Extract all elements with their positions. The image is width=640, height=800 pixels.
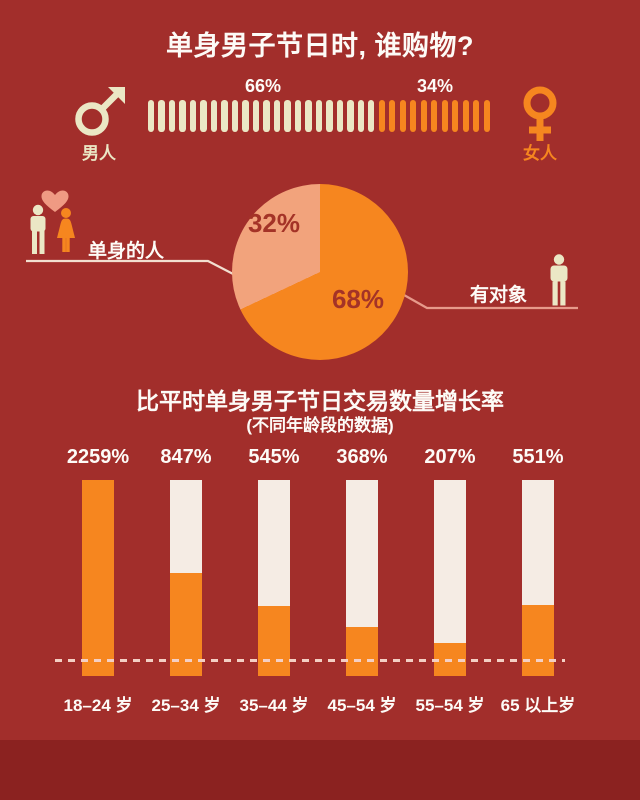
bar-value-label: 847% (160, 446, 212, 468)
page-title: 单身男子节日时, 谁购物? (166, 31, 474, 61)
singles-label: 单身的人 (88, 241, 165, 262)
female-symbol-icon (512, 86, 568, 146)
growth-bar-fill (258, 606, 290, 676)
bar-value-label: 545% (248, 446, 300, 468)
bar-chart-subtitle: (不同年龄段的数据) (246, 416, 394, 435)
tally-segment-women (441, 100, 448, 132)
bar-value-label: 207% (424, 446, 476, 468)
tally-segment-men (231, 100, 239, 132)
tally-segment-men (263, 100, 270, 132)
growth-bar-25–34 岁 (170, 480, 202, 676)
tally-segment-men (148, 100, 155, 132)
tally-segment-women (452, 100, 459, 132)
growth-bar-45–54 岁 (346, 480, 378, 676)
tally-segment-men (284, 100, 291, 132)
tally-segment-men (168, 100, 176, 132)
tally-segment-men (368, 100, 375, 132)
person-icon (546, 254, 572, 306)
bar-value-label: 2259% (66, 446, 130, 468)
partner-label: 有对象 (470, 285, 528, 306)
growth-bar-65 以上岁 (522, 480, 554, 676)
tally-segment-men (305, 100, 312, 132)
men-percent: 66% (244, 76, 282, 96)
couple-heart-icon (26, 186, 84, 260)
pie-value-single: 32% (247, 208, 301, 238)
tally-segment-women (462, 100, 469, 132)
growth-bar-18–24 岁 (82, 480, 114, 676)
tally-segment-men (189, 100, 197, 132)
age-group-label: 18–24 岁 (63, 696, 133, 715)
bar-chart-title: 比平时单身男子节日交易数量增长率 (136, 388, 504, 414)
tally-segment-men (315, 100, 323, 132)
tally-segment-men (347, 100, 354, 132)
tally-segment-men (200, 100, 207, 132)
tally-segment-men (210, 100, 218, 132)
age-group-label: 45–54 岁 (327, 696, 397, 715)
tally-segment-men (252, 100, 260, 132)
growth-bar-fill (82, 480, 114, 676)
pie-chart (232, 184, 408, 360)
male-symbol-icon (70, 84, 128, 142)
tally-segment-women (483, 100, 490, 132)
tally-segment-men (273, 100, 281, 132)
baseline-dashed-line (55, 659, 565, 662)
growth-bar-55–54 岁 (434, 480, 466, 676)
growth-bar-fill (522, 605, 554, 676)
age-group-label: 35–44 岁 (239, 696, 309, 715)
age-group-label: 55–54 岁 (415, 696, 485, 715)
age-group-label: 25–34 岁 (151, 696, 221, 715)
men-label: 男人 (82, 144, 116, 163)
tally-segment-women (431, 100, 438, 132)
tally-segment-women (389, 100, 396, 132)
tally-segment-men (221, 100, 228, 132)
women-label: 女人 (523, 144, 557, 163)
bar-value-label: 551% (512, 446, 564, 468)
tally-segment-women (378, 100, 385, 132)
tally-segment-men (326, 100, 333, 132)
tally-segment-women (420, 100, 427, 132)
tally-segment-men (357, 100, 364, 132)
tally-segment-men (242, 100, 249, 132)
tally-segment-men (336, 100, 344, 132)
growth-bar-fill (346, 627, 378, 676)
tally-segment-women (473, 100, 480, 132)
tally-segment-men (158, 100, 165, 132)
growth-bar-35–44 岁 (258, 480, 290, 676)
tally-segment-men (294, 100, 302, 132)
pie-value-partner: 68% (331, 284, 385, 314)
bar-value-label: 368% (336, 446, 388, 468)
women-percent: 34% (416, 76, 454, 96)
age-group-label: 65 以上岁 (500, 696, 576, 715)
tally-segment-women (399, 100, 406, 132)
tally-segment-women (410, 100, 417, 132)
tally-segment-men (179, 100, 186, 132)
footer-bar: % picodi 微信号: kanxinjiapo (0, 740, 640, 800)
gender-tally-bar (148, 100, 490, 132)
